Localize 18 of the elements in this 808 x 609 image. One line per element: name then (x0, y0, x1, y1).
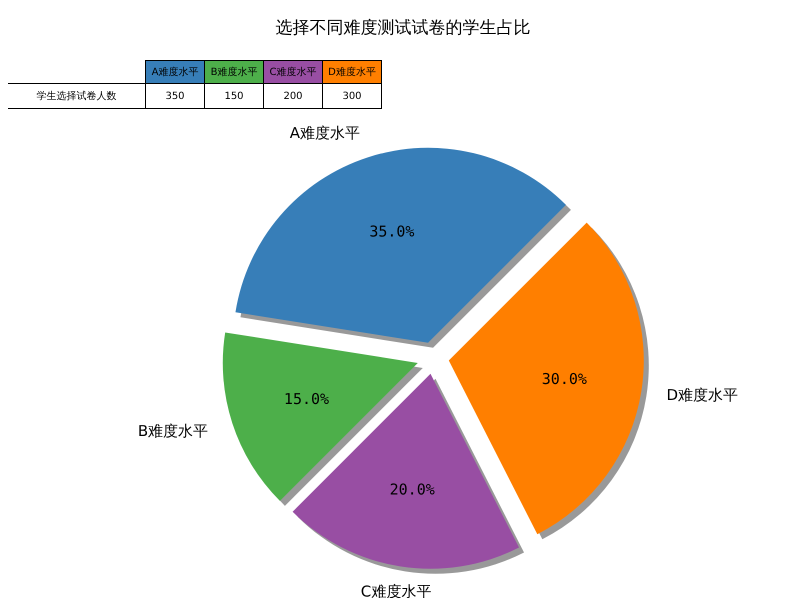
category-label: D难度水平 (328, 67, 376, 78)
slice-label: B难度水平 (138, 422, 208, 440)
category-label: C难度水平 (270, 67, 316, 78)
data-label: 30.0% (542, 370, 587, 388)
text: 350 (146, 84, 204, 108)
slice-label: C难度水平 (360, 582, 432, 600)
slice-label: D难度水平 (666, 386, 738, 404)
slice-label: A难度水平 (290, 124, 360, 142)
text: 300 (322, 84, 382, 108)
data-label: 15.0% (284, 390, 330, 408)
data-label: 35.0% (369, 222, 414, 241)
text: 200 (264, 84, 322, 108)
text: 150 (204, 84, 264, 108)
chart-title: 选择不同难度测试试卷的学生占比 (274, 17, 532, 39)
category-label: B难度水平 (210, 67, 258, 78)
text: 学生选择试卷人数 (8, 84, 146, 108)
data-label: 20.0% (390, 480, 435, 498)
slice-label: A难度水平 (146, 60, 204, 84)
